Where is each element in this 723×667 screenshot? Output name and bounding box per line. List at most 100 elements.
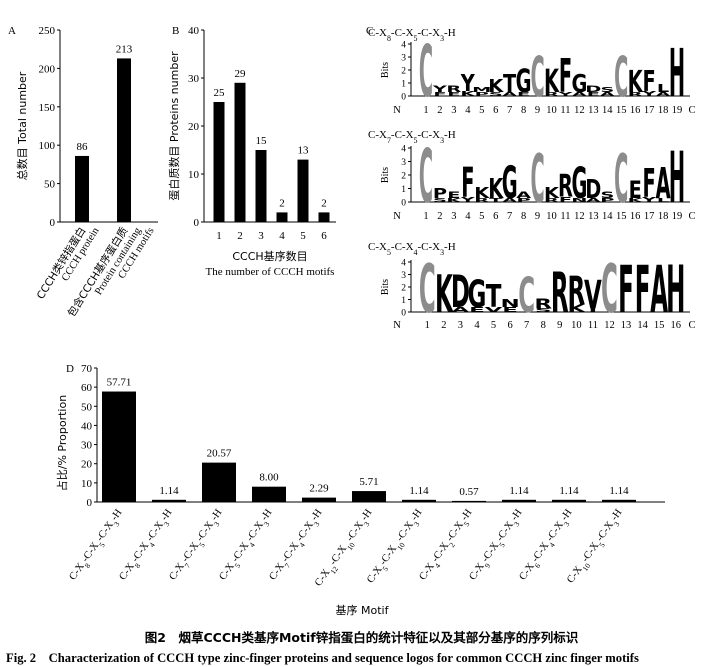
panel-c-logo-letter: Y [557, 91, 573, 97]
panel-c-position-label: 1 [425, 320, 430, 331]
panel-c-logo-letter: C [419, 134, 433, 220]
panel-c-logo-letter: A [502, 197, 517, 203]
panel-c-logo-letter: K [488, 77, 504, 97]
panel-d-y-tick-label: 0 [87, 497, 93, 509]
panel-c-logo-letter: Y [641, 195, 657, 204]
panel-c-logo-letter: C [419, 250, 436, 328]
panel-d-bar-value-label: 1.14 [509, 485, 529, 497]
panel-a-bar-value-label: 86 [77, 141, 89, 153]
panel-d-bar-value-label: 1.14 [609, 485, 629, 497]
panel-b-x-tick-label: 1 [216, 230, 222, 242]
panel-b-bar-value-label: 13 [298, 145, 310, 157]
panel-b-bar [276, 212, 288, 222]
panel-d-y-tick-label: 40 [81, 420, 93, 432]
panel-b-y-tick-label: 40 [188, 25, 200, 37]
panel-c-position-label: 2 [441, 320, 446, 331]
panel-c-position-label: 6 [493, 211, 498, 222]
panel-c-logo-letter: G [571, 70, 587, 99]
panel-b-letter: B [172, 25, 179, 37]
panel-c-logo-letter: I [589, 307, 598, 313]
panel-b-bar-value-label: 25 [214, 87, 226, 99]
panel-c-logo-letter: K [488, 172, 504, 204]
panel-c-position-label: 14 [637, 320, 648, 331]
panel-c-position-label: 1 [423, 105, 428, 116]
panel-c-logo-letter: T [489, 197, 503, 203]
panel-c-y-tick-label: 1 [401, 80, 406, 90]
panel-c-logo-letter: R [544, 197, 559, 203]
panel-c-logo-letter: L [657, 82, 669, 95]
panel-c-logo-letter: F [433, 91, 446, 97]
panel-c-logo-letter: H [669, 36, 685, 112]
panel-a-bar [117, 58, 131, 222]
panel-c-position-label: 10 [546, 211, 557, 222]
panel-d-category-label: C-X7-C-X4-C-X3-H [267, 507, 327, 584]
panel-b-bar [234, 82, 246, 222]
panel-c-position-label: 10 [546, 105, 557, 116]
panel-c-position-label: 15 [616, 105, 627, 116]
panel-c-c-terminus-label: C [688, 320, 695, 331]
panel-c-position-label: 18 [658, 105, 669, 116]
panel-d-y-tick-label: 30 [81, 440, 93, 452]
panel-c-logo-letter: C [419, 32, 433, 114]
panel-c-y-tick-label: 0 [401, 199, 406, 209]
panel-b-y-tick-label: 0 [194, 217, 200, 229]
panel-c-position-label: 8 [521, 211, 526, 222]
panel-d-bar [302, 497, 336, 502]
panel-d-category-label: C-X4-C-X2-C-X5-H [417, 507, 477, 584]
panel-d-category-label: C-X12-C-X10-C-X3-H [313, 507, 377, 590]
panel-c-logo-letter: C [518, 267, 535, 323]
panel-c-position-label: 5 [479, 211, 484, 222]
panel-c-logo-letter: E [469, 306, 485, 314]
panel-c-logo-letter: E [447, 91, 460, 97]
panel-b-bar [318, 212, 330, 222]
panel-c-logo-letter: K [435, 266, 454, 325]
panel-d-bar [452, 500, 486, 503]
panel-c-position-label: 14 [602, 211, 613, 222]
panel-c-logo-letter: P [600, 197, 614, 203]
panel-c-position-label: 12 [574, 211, 585, 222]
panel-b-x-axis-label: CCCH基序数目 [232, 249, 307, 263]
panel-d-bar [502, 499, 536, 502]
panel-a-y-tick-label: 0 [50, 217, 56, 229]
panel-c-position-label: 10 [571, 320, 582, 331]
panel-d-bar-value-label: 8.00 [259, 472, 279, 484]
panel-c-y-tick-label: 3 [401, 158, 406, 168]
panel-c-position-label: 4 [465, 105, 471, 116]
panel-c-logo-letter: F [643, 64, 656, 98]
panel-d-bar [552, 499, 586, 502]
panel-b-x-tick-label: 4 [279, 230, 285, 242]
panel-c-logo-letter: T [486, 280, 502, 315]
panel-c-logo-letter: E [587, 91, 600, 97]
panel-a-y-tick-label: 250 [39, 25, 56, 37]
panel-c-position-label: 11 [560, 211, 570, 222]
panel-c-y-tick-label: 4 [401, 259, 406, 269]
panel-d-y-tick-label: 50 [81, 401, 93, 413]
panel-b-bar-value-label: 2 [279, 197, 285, 209]
panel-c-position-label: 5 [479, 105, 484, 116]
panel-d-letter: D [66, 363, 74, 375]
panel-b-bar-value-label: 15 [256, 135, 268, 147]
panel-c-logo-letter: D [585, 84, 601, 95]
panel-d-bar [602, 499, 636, 502]
panel-b-x-tick-label: 5 [300, 230, 306, 242]
panel-c-logo-letter: D [585, 175, 601, 204]
panel-c-logo-letter: C [530, 45, 544, 109]
panel-c-logo-letter: E [502, 306, 518, 314]
panel-c-logo-letter: R [544, 91, 559, 97]
panel-c-position-label: 11 [588, 320, 598, 331]
panel-c-position-label: 1 [423, 211, 428, 222]
panel-c-y-tick-label: 4 [401, 41, 406, 51]
panel-b-x-tick-label: 3 [258, 230, 264, 242]
panel-d-category-label: C-X9-C-X5-C-X3-H [467, 507, 527, 584]
panel-c-logo-letter: F [461, 158, 474, 207]
panel-c-position-label: 15 [616, 211, 627, 222]
panel-d-bar [352, 491, 386, 502]
panel-c-logo-letter: A [516, 189, 531, 200]
panel-c-position-label: 8 [541, 320, 546, 331]
panel-c-position-label: 16 [670, 320, 681, 331]
panel-c-logo-letter: R [474, 197, 489, 203]
panel-a-bar-value-label: 213 [116, 43, 133, 55]
panel-c-logo-letter: P [517, 197, 531, 203]
panel-b-y-tick-label: 30 [188, 73, 200, 85]
panel-c-logo-letter: H [666, 252, 685, 328]
